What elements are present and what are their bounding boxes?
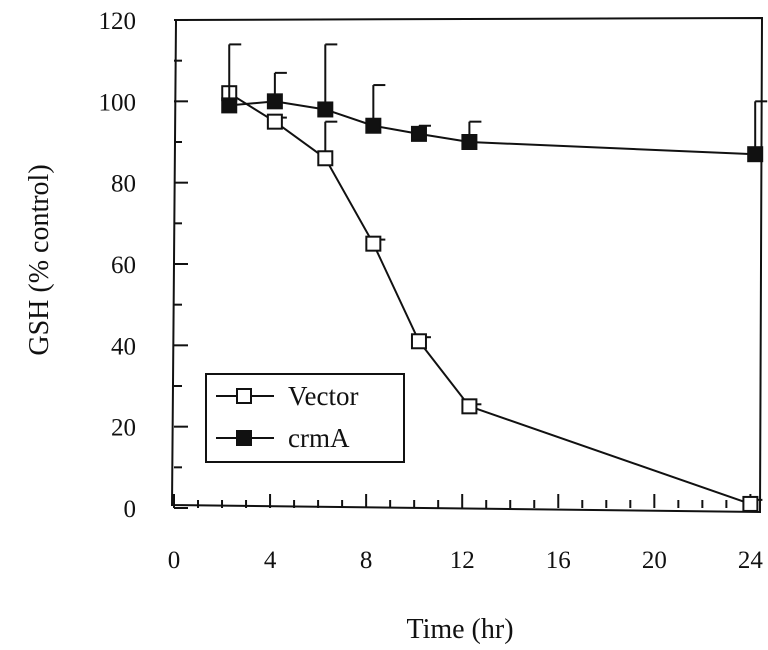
y-tick-label: 20 [111, 415, 136, 442]
data-point [461, 398, 478, 415]
data-point [266, 93, 283, 110]
data-point [747, 146, 764, 163]
y-tick-label: 120 [99, 8, 137, 35]
data-point [365, 235, 382, 252]
data-point [365, 117, 382, 134]
data-point [266, 113, 283, 130]
plot-frame [170, 16, 764, 514]
legend-crma-marker [236, 430, 252, 446]
data-point [317, 150, 334, 167]
legend-vector-label: Vector [288, 381, 358, 411]
x-axis-ticks [173, 494, 752, 508]
y-axis-ticks [174, 19, 188, 509]
data-point [461, 134, 478, 150]
data-point [221, 97, 238, 114]
x-axis-title: Time (hr) [406, 614, 513, 645]
y-tick-label: 100 [99, 89, 137, 116]
y-axis-tick-labels: 0 20 40 60 80 100 120 [99, 8, 137, 523]
x-tick-label: 20 [642, 547, 667, 574]
x-tick-label: 24 [738, 547, 764, 574]
data-point [410, 125, 427, 142]
series-layer [221, 43, 768, 512]
series-crma [221, 43, 768, 163]
x-tick-label: 0 [168, 547, 181, 574]
x-tick-label: 16 [546, 547, 571, 574]
data-point [410, 333, 427, 350]
data-point [742, 495, 759, 512]
legend-vector-marker [236, 388, 252, 404]
y-tick-label: 0 [124, 496, 137, 523]
x-axis-tick-labels: 0 4 8 12 16 20 24 [168, 547, 764, 574]
x-tick-label: 12 [450, 547, 475, 574]
x-tick-label: 8 [360, 547, 373, 574]
y-tick-label: 60 [111, 252, 136, 279]
legend: Vector crmA [205, 373, 405, 463]
y-axis-title: GSH (% control) [24, 164, 55, 355]
y-tick-label: 40 [111, 333, 136, 360]
series-vector [221, 85, 763, 512]
data-point [317, 101, 334, 118]
x-tick-label: 4 [264, 547, 277, 574]
y-tick-label: 80 [111, 171, 136, 198]
plot-border [170, 16, 764, 514]
legend-crma-label: crmA [288, 423, 350, 453]
